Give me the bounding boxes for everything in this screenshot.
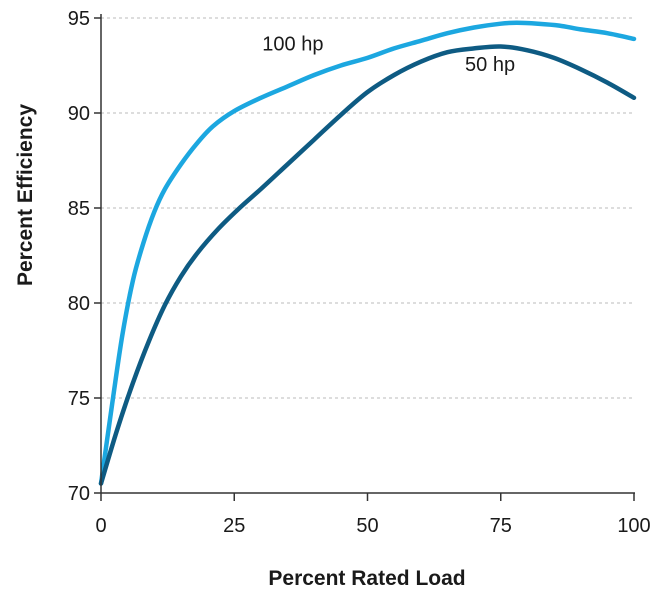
x-axis-title: Percent Rated Load [268, 567, 465, 589]
x-tick-label-25: 25 [223, 515, 245, 537]
series-line-50-hp [98, 44, 637, 486]
series-label-100-hp: 100 hp [262, 33, 323, 55]
axes [94, 14, 635, 501]
y-tick-label-85: 85 [68, 198, 90, 220]
y-axis-title: Percent Efficiency [14, 104, 37, 286]
y-tick-label-80: 80 [68, 293, 90, 315]
x-tick-label-75: 75 [490, 515, 512, 537]
x-tick-label-50: 50 [356, 515, 378, 537]
y-tick-label-90: 90 [68, 103, 90, 125]
y-tick-label-75: 75 [68, 388, 90, 410]
y-tick-label-70: 70 [68, 483, 90, 505]
grid-lines [101, 17, 634, 399]
series-line-100-hp [98, 20, 637, 486]
y-tick-label-95: 95 [68, 8, 90, 30]
series-label-50-hp: 50 hp [465, 54, 515, 76]
x-tick-label-100: 100 [617, 515, 650, 537]
x-tick-label-0: 0 [95, 515, 106, 537]
tick-labels: 70 75 80 85 90 95 0 25 50 75 100 [68, 8, 651, 537]
series-lines [98, 20, 637, 486]
series-labels: 100 hp 50 hp [262, 33, 515, 76]
